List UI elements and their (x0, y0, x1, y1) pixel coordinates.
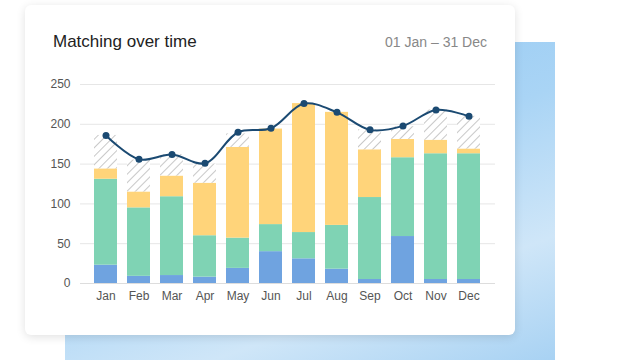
svg-text:50: 50 (57, 237, 71, 251)
svg-text:Feb: Feb (129, 289, 150, 303)
svg-text:Aug: Aug (326, 289, 347, 303)
svg-text:200: 200 (50, 117, 70, 131)
svg-text:250: 250 (50, 77, 70, 91)
svg-text:Nov: Nov (425, 289, 446, 303)
html-text:Matching over time: Matching over time (53, 32, 197, 51)
svg-text:150: 150 (50, 157, 70, 171)
html-text:01 Jan – 31 Dec: 01 Jan – 31 Dec (385, 34, 487, 50)
svg-text:100: 100 (50, 197, 70, 211)
svg-text:Jul: Jul (296, 289, 311, 303)
svg-text:May: May (227, 289, 250, 303)
svg-text:Sep: Sep (359, 289, 381, 303)
svg-text:Jun: Jun (261, 289, 280, 303)
svg-text:Oct: Oct (394, 289, 413, 303)
svg-text:0: 0 (64, 276, 71, 290)
svg-text:Mar: Mar (162, 289, 183, 303)
svg-text:Dec: Dec (458, 289, 479, 303)
svg-text:Jan: Jan (96, 289, 115, 303)
svg-text:Apr: Apr (196, 289, 215, 303)
